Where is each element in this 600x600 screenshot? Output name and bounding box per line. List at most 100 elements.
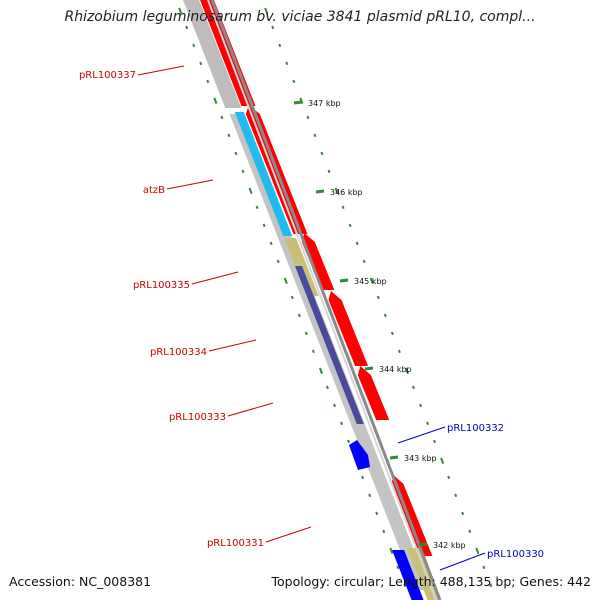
tick [178, 7, 183, 14]
gene-pRL100330-arrow [392, 550, 424, 600]
tick [306, 115, 310, 120]
kbp-major-tick [389, 455, 399, 460]
kbp-label: 343 kbp [404, 454, 437, 463]
label-leader-line [166, 179, 214, 190]
tick-row-left [178, 7, 407, 588]
tick [369, 277, 374, 284]
tick-row-right [264, 7, 493, 588]
tick [454, 493, 458, 498]
tick [461, 511, 465, 516]
map-title: Rhizobium leguminosarum bv. viciae 3841 … [64, 9, 536, 25]
tick [185, 25, 189, 30]
tick [340, 421, 344, 426]
kbp-tick-labels: 347 kbp 346 kbp 345 kbp 344 kbp 343 kbp 342 k… [293, 99, 466, 550]
tick [248, 187, 253, 194]
backbone-ring [207, 0, 442, 600]
tick [368, 493, 372, 498]
gene-label-prl100337[interactable]: pRL100337 [79, 70, 136, 81]
tick [227, 133, 231, 138]
gene-pRL100335-arrow [301, 233, 335, 290]
tick [206, 79, 210, 84]
tick [341, 205, 345, 210]
tick [276, 259, 280, 264]
tick [382, 529, 386, 534]
tick [447, 475, 451, 480]
tick [383, 313, 387, 318]
tick-marks [178, 7, 493, 588]
gene-label-prl100331[interactable]: pRL100331 [207, 538, 264, 549]
tick [269, 241, 273, 246]
kbp-label: 346 kbp [330, 188, 363, 197]
label-leader-line [208, 339, 257, 352]
cds-track-gray-1 [183, 0, 242, 108]
kbp-major-tick [339, 278, 349, 283]
tick [389, 547, 394, 554]
tick [355, 241, 359, 246]
tick [482, 565, 486, 570]
gene-label-prl100332[interactable]: pRL100332 [447, 423, 504, 434]
kbp-label: 345 kbp [354, 277, 387, 286]
backbone-line-outer [210, 0, 442, 600]
gene-label-prl100335[interactable]: pRL100335 [133, 280, 190, 291]
tick [304, 331, 308, 336]
kbp-major-tick [293, 100, 303, 105]
label-leader-line [397, 426, 446, 444]
tick [234, 151, 238, 156]
tick [396, 565, 400, 570]
label-leader-line [227, 402, 274, 417]
tick [375, 511, 379, 516]
label-leader-line [191, 271, 239, 285]
tick [403, 583, 407, 588]
kbp-label: 347 kbp [308, 99, 341, 108]
tick [297, 313, 301, 318]
tick [334, 187, 339, 194]
gene-pRL100334-arrow [328, 291, 369, 366]
tick [255, 205, 259, 210]
tick [411, 385, 415, 390]
gene-label-prl100334[interactable]: pRL100334 [150, 347, 207, 358]
tick [376, 295, 380, 300]
tick [241, 169, 245, 174]
tick [347, 439, 351, 444]
tick [192, 43, 196, 48]
tick [292, 79, 296, 84]
cds-atzB-cyan [234, 112, 293, 236]
gene-pRL100332-arrow [349, 440, 370, 470]
label-leader-line [137, 65, 185, 76]
tick [318, 367, 323, 374]
kbp-major-tick [418, 542, 428, 547]
tick [390, 331, 394, 336]
summary-text: Topology: circular; Length: 488,135 bp; … [271, 574, 592, 589]
tick [264, 7, 269, 14]
tick [362, 259, 366, 264]
gene-label-prl100330[interactable]: pRL100330 [487, 549, 544, 560]
tick [426, 421, 430, 426]
kbp-major-tick [364, 366, 374, 371]
tick [199, 61, 203, 66]
gene-label-prl100333[interactable]: pRL100333 [169, 412, 226, 423]
tick [468, 529, 472, 534]
tick [278, 43, 282, 48]
kbp-label: 342 kbp [433, 541, 466, 550]
tick [348, 223, 352, 228]
tick [419, 403, 422, 408]
tick [262, 223, 266, 228]
tick [475, 547, 480, 554]
tick [283, 277, 288, 284]
tick [397, 349, 401, 354]
tick [290, 295, 294, 300]
accession-text: Accession: NC_008381 [9, 574, 152, 589]
tick [333, 403, 336, 408]
tick [327, 169, 331, 174]
kbp-label: 344 kbp [379, 365, 412, 374]
gene-label-atzb[interactable]: atzB [143, 185, 165, 196]
tick [440, 457, 445, 464]
gene-pRL100333-arrow [357, 366, 390, 420]
tick [313, 133, 317, 138]
gene-labels: pRL100337 atzB pRL100335 pRL100334 pRL100333… [79, 65, 544, 571]
backbone-line-inner [207, 0, 437, 600]
tick [311, 349, 315, 354]
tick [213, 97, 218, 104]
tick [220, 115, 224, 120]
